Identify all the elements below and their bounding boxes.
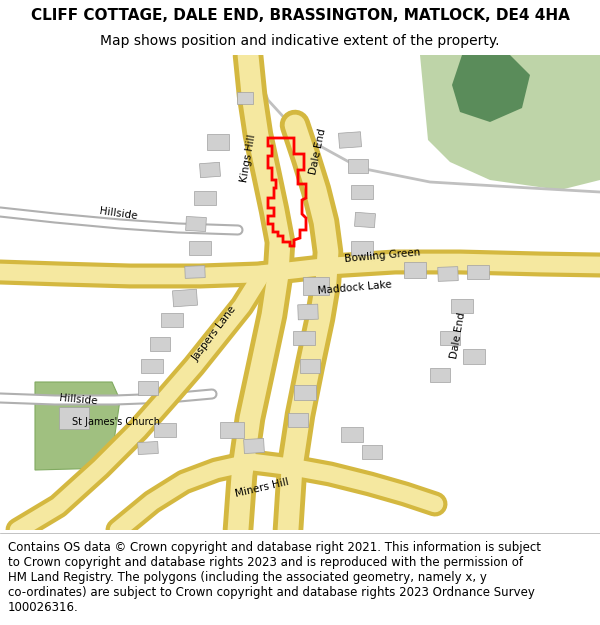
Polygon shape xyxy=(35,382,120,470)
Bar xyxy=(351,185,373,199)
Bar xyxy=(467,265,489,279)
Bar xyxy=(189,241,211,255)
Bar xyxy=(59,407,89,429)
Bar xyxy=(438,267,458,281)
Text: Hillside: Hillside xyxy=(59,393,97,407)
Text: Bowling Green: Bowling Green xyxy=(344,248,421,264)
Text: Dale End: Dale End xyxy=(449,311,467,359)
Bar xyxy=(244,439,265,454)
Bar xyxy=(200,162,220,177)
Bar xyxy=(154,423,176,437)
Bar xyxy=(348,159,368,173)
Text: St James's Church: St James's Church xyxy=(72,417,160,427)
Bar xyxy=(338,132,361,148)
Bar xyxy=(298,304,318,320)
Text: Jaspers Lane: Jaspers Lane xyxy=(190,304,238,363)
Bar xyxy=(430,368,450,382)
Bar xyxy=(404,262,426,278)
Bar xyxy=(288,413,308,427)
Text: CLIFF COTTAGE, DALE END, BRASSINGTON, MATLOCK, DE4 4HA: CLIFF COTTAGE, DALE END, BRASSINGTON, MA… xyxy=(31,8,569,23)
Bar xyxy=(150,337,170,351)
Bar xyxy=(161,313,183,327)
Bar xyxy=(185,266,205,278)
Bar xyxy=(355,213,376,228)
Bar xyxy=(141,359,163,373)
Bar xyxy=(362,445,382,459)
Polygon shape xyxy=(452,55,530,122)
Polygon shape xyxy=(420,55,600,190)
Text: Miners Hill: Miners Hill xyxy=(234,477,290,499)
Bar xyxy=(303,277,329,295)
Text: Maddock Lake: Maddock Lake xyxy=(317,280,392,296)
Bar xyxy=(185,216,206,231)
Text: Map shows position and indicative extent of the property.: Map shows position and indicative extent… xyxy=(100,34,500,48)
Bar xyxy=(293,331,315,345)
Bar xyxy=(138,381,158,395)
Text: Kings Hill: Kings Hill xyxy=(239,133,257,182)
Text: Contains OS data © Crown copyright and database right 2021. This information is : Contains OS data © Crown copyright and d… xyxy=(8,541,541,614)
Text: Hillside: Hillside xyxy=(98,206,137,222)
Bar xyxy=(220,422,244,438)
Bar xyxy=(351,241,373,255)
Bar xyxy=(237,92,253,104)
Bar xyxy=(137,441,158,454)
Bar xyxy=(341,426,363,441)
Bar xyxy=(207,134,229,150)
Bar xyxy=(194,191,216,205)
Bar xyxy=(172,289,197,307)
Bar xyxy=(463,349,485,364)
Bar xyxy=(440,331,460,345)
Text: Dale End: Dale End xyxy=(308,128,328,176)
Bar xyxy=(300,359,320,373)
Bar xyxy=(451,299,473,313)
Bar xyxy=(294,384,316,399)
